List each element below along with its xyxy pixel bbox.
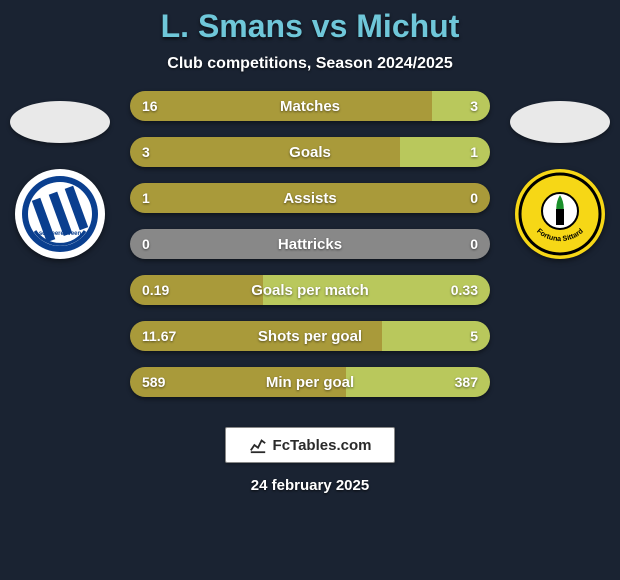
- stat-bars: 163Matches 31Goals 10Assists 00Hattricks 0.1…: [120, 91, 500, 413]
- right-player-avatar: [510, 101, 610, 143]
- stat-row: 589387Min per goal: [130, 367, 490, 397]
- stat-bar-left: [130, 137, 400, 167]
- left-player-avatar: [10, 101, 110, 143]
- stat-bar-left: [130, 229, 310, 259]
- stat-bar-right: [432, 91, 490, 121]
- stat-bar-left: [130, 183, 490, 213]
- stat-row: 31Goals: [130, 137, 490, 167]
- stat-bar-left: [130, 367, 346, 397]
- stat-bar-left: [130, 91, 432, 121]
- stat-bar-right: [400, 137, 490, 167]
- fortuna-badge-icon: Fortuna Sittard: [515, 169, 605, 259]
- stat-bar-right: [263, 275, 490, 305]
- stat-bar-right: [310, 229, 490, 259]
- subtitle: Club competitions, Season 2024/2025: [0, 55, 620, 73]
- heerenveen-badge-icon: sc Heerenveen: [15, 169, 105, 259]
- date-label: 24 february 2025: [0, 477, 620, 494]
- chart-icon: [249, 436, 267, 454]
- stat-row: 11.675Shots per goal: [130, 321, 490, 351]
- left-club-badge: sc Heerenveen: [15, 169, 105, 259]
- comparison-card: L. Smans vs Michut Club competitions, Se…: [0, 0, 620, 580]
- stat-row: 0.190.33Goals per match: [130, 275, 490, 305]
- brand-label: FcTables.com: [273, 437, 372, 454]
- right-player-column: Fortuna Sittard: [500, 91, 620, 259]
- svg-text:sc Heerenveen: sc Heerenveen: [39, 231, 82, 237]
- stat-bar-left: [130, 275, 263, 305]
- stat-bar-left: [130, 321, 382, 351]
- right-club-badge: Fortuna Sittard: [515, 169, 605, 259]
- stat-row: 00Hattricks: [130, 229, 490, 259]
- brand-badge[interactable]: FcTables.com: [225, 427, 395, 463]
- stat-bar-right: [346, 367, 490, 397]
- left-player-column: sc Heerenveen: [0, 91, 120, 259]
- stat-bar-right: [382, 321, 490, 351]
- stat-row: 10Assists: [130, 183, 490, 213]
- stat-row: 163Matches: [130, 91, 490, 121]
- page-title: L. Smans vs Michut: [0, 8, 620, 45]
- content-row: sc Heerenveen 163Matches 31Goals 10Assists…: [0, 91, 620, 413]
